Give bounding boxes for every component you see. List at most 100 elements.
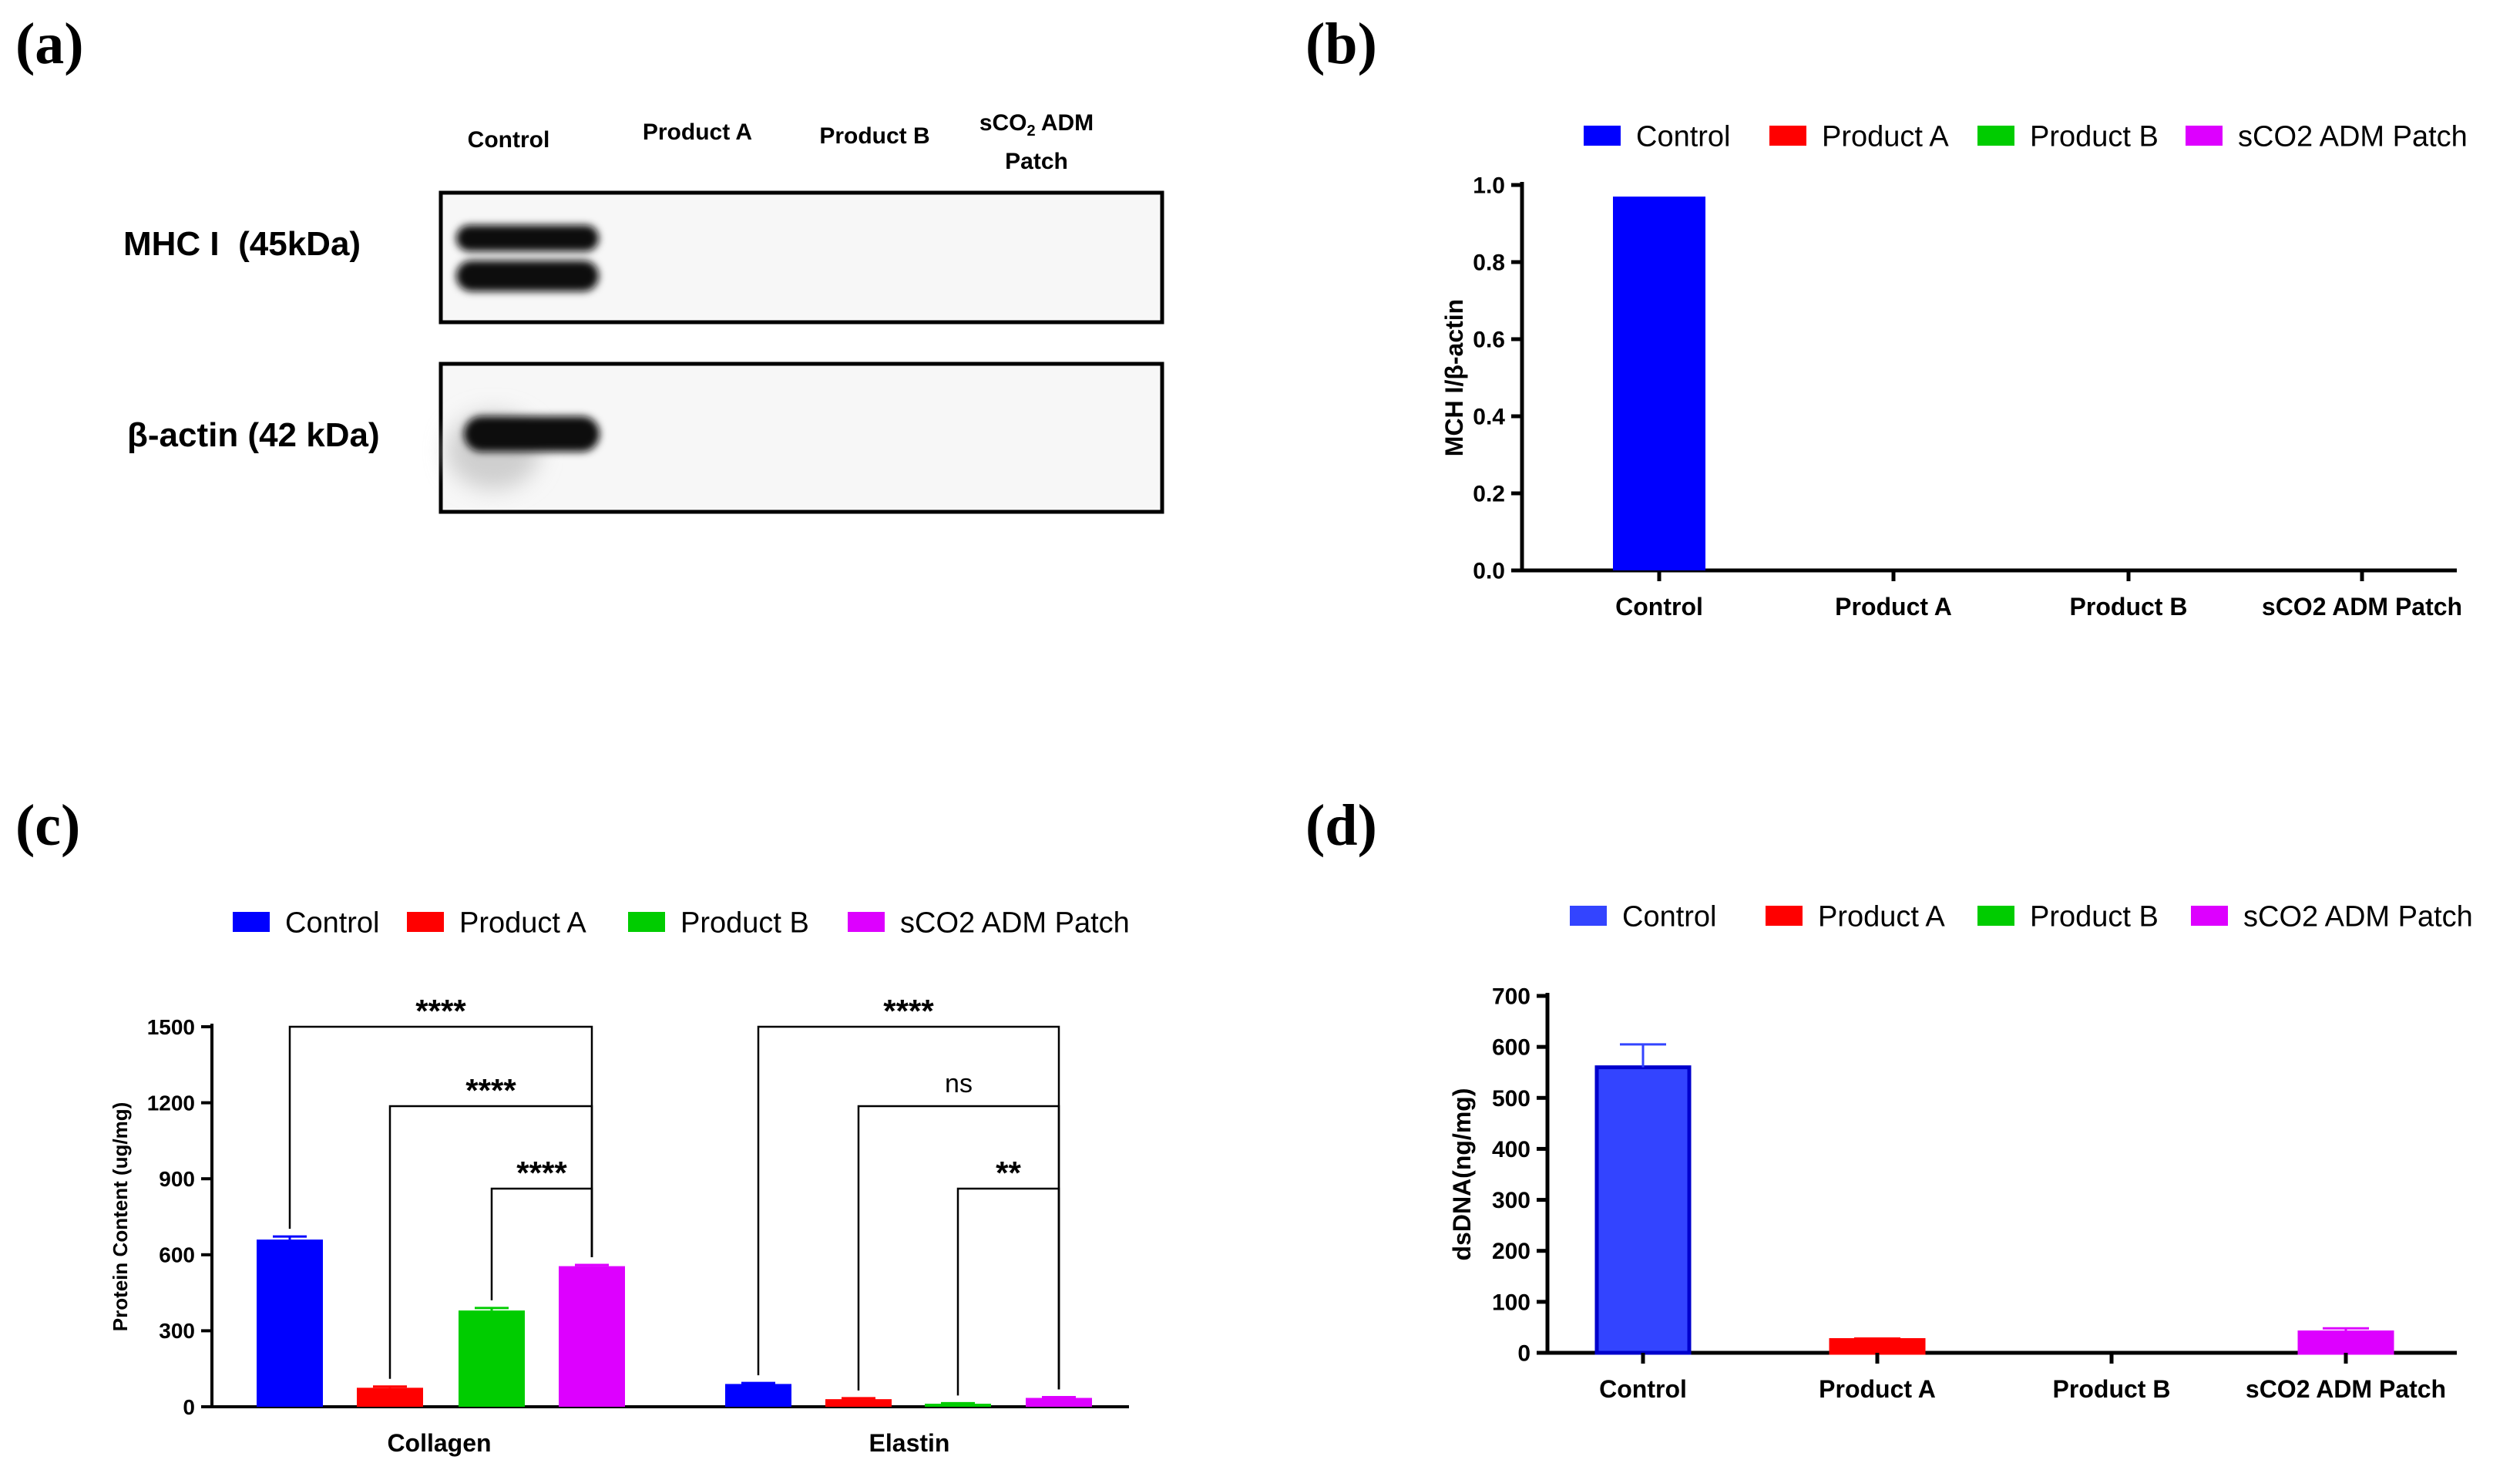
- y-tick-label: 0.8: [1473, 251, 1505, 276]
- significance-label-0: ****: [415, 993, 466, 1029]
- x-tick-label-sco2-adm-patch: sCO2 ADM Patch: [2262, 593, 2462, 621]
- chart-b: Control Product A Product B sCO2 ADM Patch 0…: [1440, 120, 2468, 621]
- blot-band-mhc-lower: [456, 261, 599, 291]
- blot-row-label-mhc: MHC I (45kDa): [123, 225, 361, 263]
- y-tick-label: 600: [1492, 1035, 1530, 1061]
- x-tick-label-product-b: Product B: [2070, 593, 2188, 621]
- chart-c: Control Product A Product B sCO2 ADM Patch 0…: [109, 906, 1130, 1457]
- panel-label-a: (a): [15, 12, 84, 76]
- legend-swatch-product-a: [407, 912, 444, 932]
- bar-product-a: [1829, 1337, 1926, 1355]
- x-tick-label-control: Control: [1615, 593, 1703, 621]
- legend-label-sco2-adm-patch: sCO2 ADM Patch: [900, 906, 1130, 939]
- significance-label-2: ****: [516, 1155, 567, 1191]
- legend-label-product-a: Product A: [459, 906, 586, 939]
- bar-control: [1594, 1065, 1692, 1355]
- y-tick-label: 0.4: [1473, 405, 1505, 430]
- legend-label-product-a: Product A: [1822, 120, 1949, 153]
- y-axis-label: dsDNA(ng/mg): [1448, 1088, 1476, 1261]
- y-axis-label: MCH I/β-actin: [1440, 299, 1468, 456]
- bar-elastin-product-a: [825, 1399, 892, 1407]
- legend-label-product-b: Product B: [680, 906, 809, 939]
- legend-label-sco2-adm-patch: sCO2 ADM Patch: [2243, 900, 2473, 933]
- significance-label-3: ****: [883, 993, 934, 1029]
- legend-swatch-control: [1584, 126, 1621, 146]
- chart-d: Control Product A Product B sCO2 ADM Patch 0…: [1448, 900, 2473, 1403]
- y-tick-label: 200: [1492, 1239, 1530, 1264]
- blot-frame-mhc: [438, 190, 1164, 325]
- bar-collagen-sco2-adm-patch: [559, 1266, 625, 1407]
- blot-row-label-actin: β-actin (42 kDa): [127, 416, 380, 454]
- bar-control: [1613, 197, 1705, 570]
- legend-label-control: Control: [1636, 120, 1731, 153]
- x-tick-label-product-a: Product A: [1835, 593, 1952, 621]
- y-tick-label: 100: [1492, 1290, 1530, 1315]
- lane-label-product-b: Product B: [819, 123, 930, 149]
- legend-swatch-product-b: [1977, 126, 2014, 146]
- panel-label-b: (b): [1305, 12, 1377, 76]
- lane-label-sco2-suffix: ADM: [1035, 110, 1094, 136]
- lane-label-sco2-patch: sCO2 ADM Patch: [956, 108, 1117, 177]
- lane-label-sco2-prefix: sCO: [979, 110, 1027, 136]
- blot-band-actin: [464, 416, 600, 452]
- legend-label-product-a: Product A: [1818, 900, 1945, 933]
- x-tick-label-collagen: Collagen: [387, 1429, 491, 1457]
- y-tick-label: 500: [1492, 1086, 1530, 1112]
- panel-label-c: (c): [15, 793, 81, 858]
- bar-sco2-adm-patch: [2297, 1330, 2394, 1355]
- y-tick-label: 700: [1492, 984, 1530, 1010]
- legend-swatch-control: [233, 912, 270, 932]
- legend-label-product-b: Product B: [2030, 900, 2159, 933]
- bar-elastin-product-b: [925, 1404, 991, 1407]
- legend-swatch-control: [1570, 906, 1607, 926]
- x-tick-label-control: Control: [1599, 1375, 1687, 1403]
- y-tick-label: 600: [159, 1243, 195, 1267]
- lane-label-control: Control: [467, 127, 550, 153]
- legend-label-product-b: Product B: [2030, 120, 2159, 153]
- lane-label-sco2-line2: Patch: [1005, 149, 1068, 174]
- legend-label-sco2-adm-patch: sCO2 ADM Patch: [2238, 120, 2468, 153]
- y-tick-label: 0.2: [1473, 482, 1505, 507]
- y-tick-label: 0: [183, 1395, 195, 1419]
- lane-label-sco2-sub: 2: [1026, 123, 1036, 140]
- bar-collagen-product-b: [459, 1310, 525, 1407]
- legend-swatch-sco2-adm-patch: [2191, 906, 2228, 926]
- x-tick-label-product-a: Product A: [1819, 1375, 1936, 1403]
- y-tick-label: 300: [159, 1319, 195, 1343]
- y-axis-label: Protein Content (ug/mg): [109, 1102, 132, 1332]
- y-tick-label: 1500: [147, 1015, 195, 1039]
- y-tick-label: 0.6: [1473, 328, 1505, 353]
- y-tick-label: 300: [1492, 1188, 1530, 1213]
- legend-swatch-product-a: [1766, 906, 1803, 926]
- y-tick-label: 1.0: [1473, 173, 1505, 199]
- significance-label-1: ****: [465, 1072, 516, 1108]
- legend-label-control: Control: [1622, 900, 1717, 933]
- bar-collagen-product-a: [357, 1388, 423, 1407]
- significance-label-5: **: [996, 1155, 1021, 1191]
- bar-collagen-control: [257, 1240, 323, 1407]
- significance-bracket-3: [757, 1025, 1060, 1390]
- lane-label-product-a: Product A: [642, 119, 753, 145]
- blot-frame-actin: [438, 362, 1164, 514]
- bar-elastin-sco2-adm-patch: [1026, 1398, 1092, 1407]
- significance-bracket-2: [490, 1187, 593, 1300]
- legend-swatch-sco2-adm-patch: [2186, 126, 2223, 146]
- legend-label-control: Control: [285, 906, 380, 939]
- x-tick-label-sco2-adm-patch: sCO2 ADM Patch: [2246, 1375, 2446, 1403]
- y-tick-label: 400: [1492, 1137, 1530, 1162]
- legend-swatch-product-a: [1769, 126, 1806, 146]
- panel-label-d: (d): [1305, 793, 1377, 858]
- y-tick-label: 900: [159, 1167, 195, 1191]
- x-tick-label-product-b: Product B: [2053, 1375, 2171, 1403]
- x-tick-label-elastin: Elastin: [869, 1429, 950, 1457]
- significance-bracket-5: [956, 1187, 1060, 1396]
- bar-elastin-control: [725, 1384, 791, 1407]
- y-tick-label: 1200: [147, 1091, 195, 1115]
- legend-swatch-sco2-adm-patch: [848, 912, 885, 932]
- significance-bracket-0: [288, 1025, 593, 1257]
- legend-swatch-product-b: [628, 912, 665, 932]
- significance-label-4: ns: [945, 1069, 973, 1098]
- y-tick-label: 0.0: [1473, 559, 1505, 584]
- significance-bracket-1: [388, 1105, 593, 1379]
